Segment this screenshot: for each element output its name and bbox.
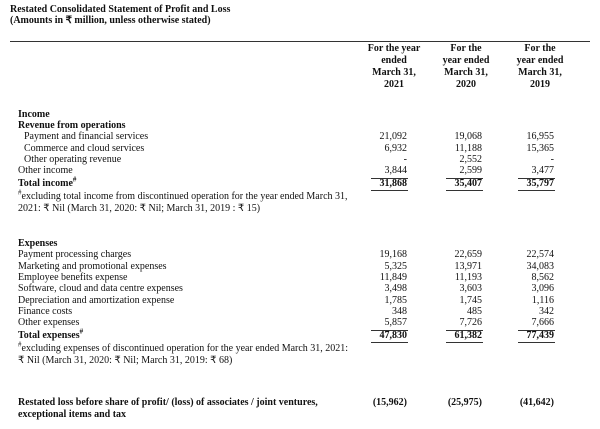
footnote-text: excluding total income from discontinued… <box>18 191 348 214</box>
row-label: Payment and financial services <box>24 131 149 143</box>
column-header: March 31, <box>372 67 416 78</box>
row-label: Software, cloud and data centre expenses <box>18 283 183 295</box>
rule <box>518 330 555 331</box>
cell-value: 1,785 <box>384 294 408 306</box>
column-header: For the year <box>367 43 421 54</box>
column-header: 2019 <box>530 79 550 90</box>
cell-value: 15,365 <box>526 142 555 154</box>
rule <box>371 342 408 343</box>
footnote-text: excluding expenses of discontinued opera… <box>18 343 349 366</box>
group-heading: Revenue from operations <box>18 120 126 132</box>
footnote: #excluding total income from discontinue… <box>18 188 353 215</box>
cell-value: 7,726 <box>459 317 483 329</box>
row-label: Finance costs <box>18 305 73 317</box>
row-label: Employee benefits expense <box>18 271 128 283</box>
cell-value: 2,552 <box>459 153 483 165</box>
cell-value: 1,745 <box>459 294 483 306</box>
cell-value: 7,666 <box>531 317 555 329</box>
row-label: Other expenses <box>18 317 80 329</box>
total-label-text: Total income <box>18 178 73 189</box>
column-header: ended <box>381 55 407 66</box>
row-label: Commerce and cloud services <box>24 142 145 154</box>
row-label: Depreciation and amortization expense <box>18 294 175 306</box>
cell-value: 35,797 <box>526 178 555 189</box>
column-header: year ended <box>442 55 490 66</box>
row-label: Other operating revenue <box>24 153 122 165</box>
cell-value: 35,407 <box>454 178 483 189</box>
rule <box>518 342 555 343</box>
rule <box>371 190 408 191</box>
cell-value: 61,382 <box>454 330 483 341</box>
column-header: 2020 <box>456 79 476 90</box>
cell-value: 16,955 <box>526 131 555 143</box>
rule <box>518 178 555 179</box>
column-header: year ended <box>516 55 564 66</box>
cell-value: 3,498 <box>384 283 408 295</box>
cell-value: 11,188 <box>454 142 482 154</box>
row-label: Other income <box>18 165 73 176</box>
cell-value: (25,975) <box>447 397 482 408</box>
rule <box>446 190 483 191</box>
cell-value: 8,562 <box>531 271 555 283</box>
cell-value: 11,193 <box>454 271 482 283</box>
total-label: Total expenses# <box>18 327 84 342</box>
cell-value: 5,857 <box>384 317 408 329</box>
footnote-mark: # <box>18 188 22 197</box>
cell-value: (15,962) <box>372 397 407 408</box>
cell-value: 31,868 <box>379 178 408 189</box>
cell-value: 34,083 <box>526 260 555 272</box>
cell-value: 19,168 <box>379 249 408 261</box>
section-heading: Income <box>18 109 50 120</box>
total-label: Total income# <box>18 175 77 190</box>
cell-value: 2,599 <box>459 165 483 176</box>
cell-value: 19,068 <box>454 131 483 143</box>
subtitle: (Amounts in ₹ million, unless otherwise … <box>10 15 211 26</box>
column-header: March 31, <box>518 67 562 78</box>
cell-value: 3,844 <box>384 165 408 176</box>
cell-value: 21,092 <box>379 131 408 143</box>
footnote-mark: # <box>18 340 22 349</box>
cell-value: 47,830 <box>379 330 408 341</box>
row-label: Payment processing charges <box>18 249 132 261</box>
rule <box>371 178 408 179</box>
title: Restated Consolidated Statement of Profi… <box>10 4 231 15</box>
row-label: Marketing and promotional expenses <box>18 260 167 272</box>
rule <box>10 41 590 42</box>
rule <box>518 190 555 191</box>
total-label-text: Total expenses <box>18 330 80 341</box>
footnote-mark: # <box>72 175 77 184</box>
final-label: Restated loss before share of profit/ (l… <box>18 397 318 420</box>
cell-value: 1,116 <box>531 294 554 306</box>
section-heading: Expenses <box>18 238 58 249</box>
cell-value: 22,574 <box>526 249 555 261</box>
cell-value: 3,603 <box>459 283 483 295</box>
cell-value: 77,439 <box>526 330 555 341</box>
rule <box>446 178 483 179</box>
cell-value: 485 <box>467 305 482 317</box>
cell-value: (41,642) <box>519 397 554 408</box>
cell-value: 3,096 <box>531 283 555 295</box>
rule <box>446 342 483 343</box>
cell-value: 5,325 <box>384 260 408 272</box>
column-header: For the <box>450 43 482 54</box>
rule <box>371 330 408 331</box>
footnote: #excluding expenses of discontinued oper… <box>18 340 353 367</box>
cell-value: 3,477 <box>531 165 555 176</box>
cell-value: 342 <box>539 305 554 317</box>
cell-value: 6,932 <box>384 142 408 154</box>
footnote-mark: # <box>79 327 84 336</box>
column-header: 2021 <box>384 79 404 90</box>
cell-value: 348 <box>392 305 407 317</box>
cell-value: 13,971 <box>454 260 483 272</box>
column-header: For the <box>524 43 556 54</box>
cell-value: 22,659 <box>454 249 483 261</box>
cell-value: - <box>550 153 554 165</box>
cell-value: 11,849 <box>379 271 407 283</box>
column-header: March 31, <box>444 67 488 78</box>
cell-value: - <box>403 153 407 165</box>
rule <box>446 330 483 331</box>
